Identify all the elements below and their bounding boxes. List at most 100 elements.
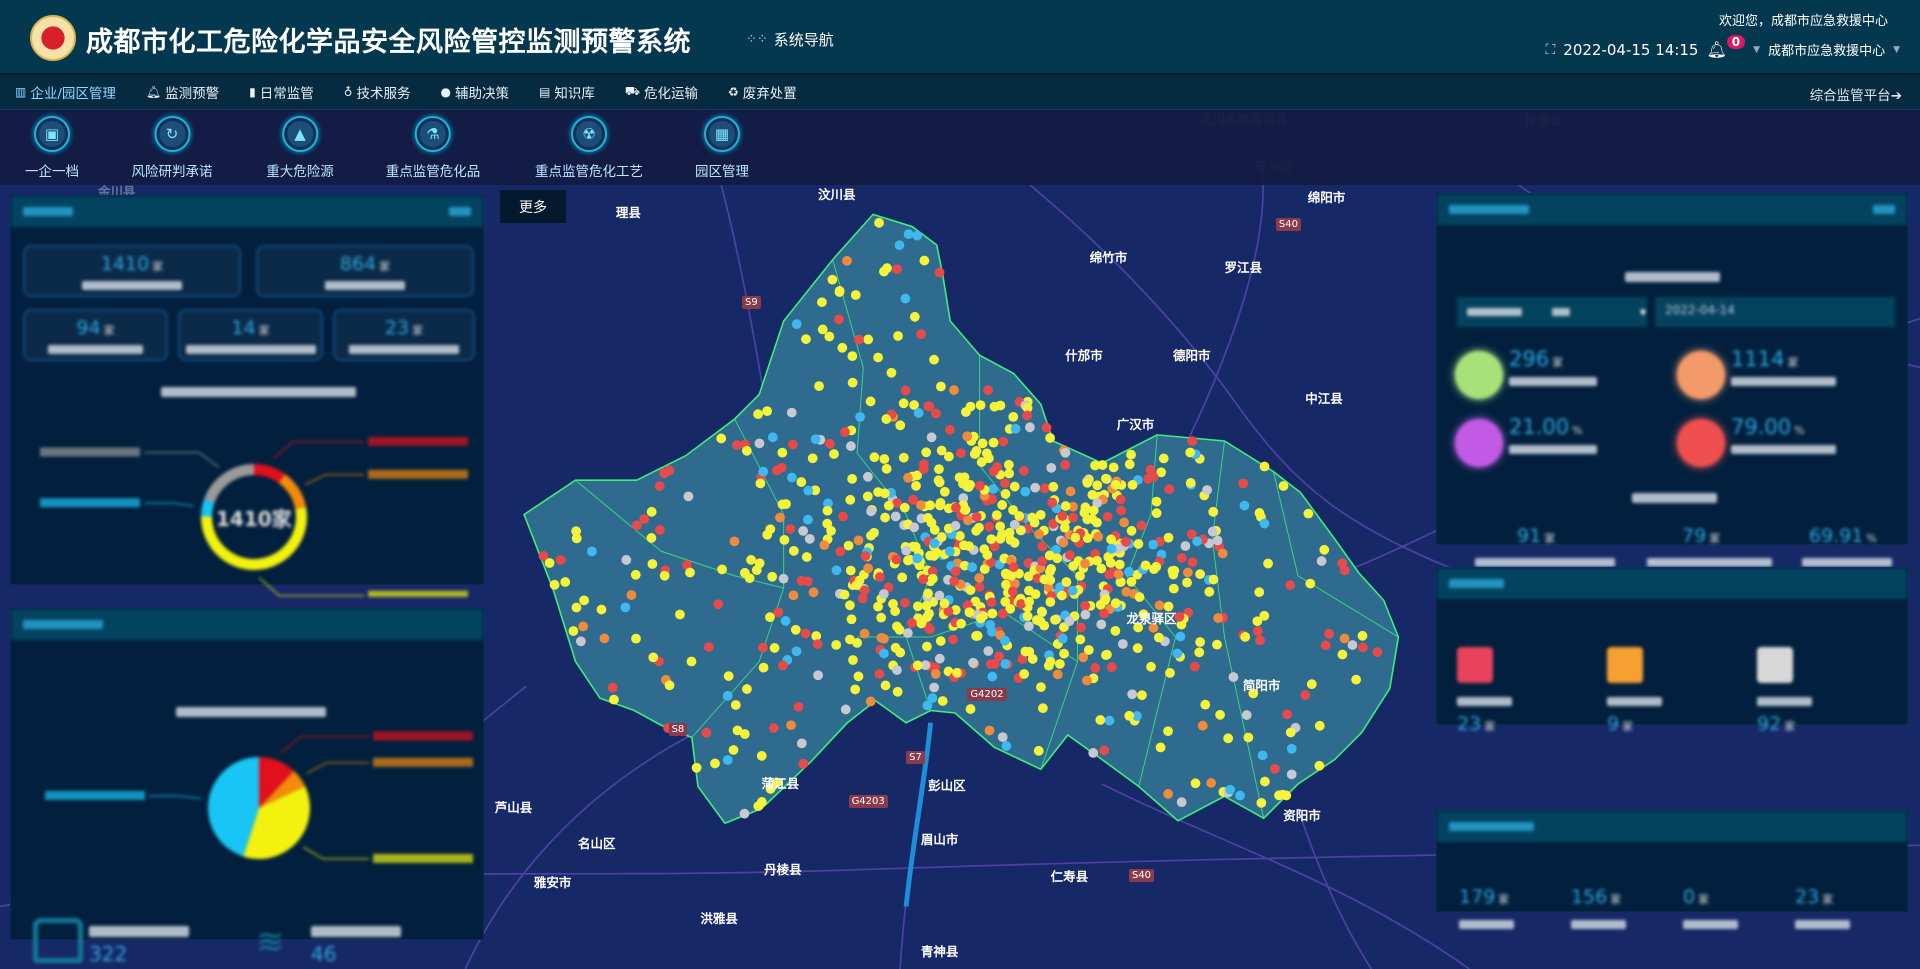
enterprise-marker[interactable] xyxy=(810,485,821,496)
enterprise-marker[interactable] xyxy=(773,607,784,618)
enterprise-marker[interactable] xyxy=(926,432,937,443)
enterprise-marker[interactable] xyxy=(1124,459,1135,470)
enterprise-marker[interactable] xyxy=(1372,647,1383,658)
enterprise-marker[interactable] xyxy=(1151,561,1162,572)
enterprise-marker[interactable] xyxy=(1176,619,1187,630)
enterprise-marker[interactable] xyxy=(883,500,894,511)
enterprise-marker[interactable] xyxy=(1212,639,1222,650)
stat-box[interactable]: 14 家 xyxy=(178,309,323,361)
enterprise-marker[interactable] xyxy=(1124,710,1135,721)
enterprise-marker[interactable] xyxy=(1274,790,1284,801)
enterprise-marker[interactable] xyxy=(1088,505,1099,516)
enterprise-marker[interactable] xyxy=(549,579,560,590)
enterprise-marker[interactable] xyxy=(898,452,909,463)
enterprise-marker[interactable] xyxy=(778,573,789,584)
enterprise-marker[interactable] xyxy=(930,668,941,679)
stat-box[interactable]: 864 家 xyxy=(256,245,474,297)
enterprise-marker[interactable] xyxy=(1046,462,1057,473)
enterprise-marker[interactable] xyxy=(1090,662,1101,673)
enterprise-marker[interactable] xyxy=(767,432,778,443)
enterprise-marker[interactable] xyxy=(646,506,657,517)
enterprise-marker[interactable] xyxy=(1099,745,1110,756)
enterprise-marker[interactable] xyxy=(739,808,750,819)
enterprise-marker[interactable] xyxy=(1176,797,1187,808)
enterprise-marker[interactable] xyxy=(780,615,791,626)
enterprise-marker[interactable] xyxy=(778,660,788,671)
enterprise-marker[interactable] xyxy=(796,738,807,749)
enterprise-marker[interactable] xyxy=(1121,536,1131,547)
enterprise-marker[interactable] xyxy=(924,608,934,619)
enterprise-marker[interactable] xyxy=(893,331,903,341)
enterprise-marker[interactable] xyxy=(1030,482,1041,493)
enterprise-marker[interactable] xyxy=(1189,661,1200,672)
enterprise-marker[interactable] xyxy=(934,464,944,475)
enterprise-marker[interactable] xyxy=(853,535,864,546)
enterprise-marker[interactable] xyxy=(703,642,714,652)
enterprise-marker[interactable] xyxy=(862,491,873,502)
enterprise-marker[interactable] xyxy=(1022,611,1033,622)
enterprise-marker[interactable] xyxy=(1113,569,1124,580)
enterprise-marker[interactable] xyxy=(859,585,870,596)
enterprise-marker[interactable] xyxy=(1010,423,1021,434)
enterprise-marker[interactable] xyxy=(791,646,802,657)
enterprise-marker[interactable] xyxy=(989,401,1000,412)
enterprise-marker[interactable] xyxy=(964,541,974,552)
enterprise-marker[interactable] xyxy=(804,533,815,544)
enterprise-marker[interactable] xyxy=(921,600,932,611)
enterprise-marker[interactable] xyxy=(1163,726,1173,737)
enterprise-marker[interactable] xyxy=(1082,533,1093,544)
enterprise-marker[interactable] xyxy=(892,264,902,275)
enterprise-marker[interactable] xyxy=(823,498,833,509)
enterprise-marker[interactable] xyxy=(620,602,631,613)
enterprise-marker[interactable] xyxy=(1104,715,1115,726)
enterprise-marker[interactable] xyxy=(1100,594,1111,604)
enterprise-marker[interactable] xyxy=(971,525,982,536)
enterprise-marker[interactable] xyxy=(1009,519,1020,530)
enterprise-marker[interactable] xyxy=(988,437,999,448)
enterprise-marker[interactable] xyxy=(768,723,779,733)
enterprise-marker[interactable] xyxy=(1024,585,1034,596)
enterprise-marker[interactable] xyxy=(654,525,665,535)
enterprise-marker[interactable] xyxy=(1117,639,1128,649)
enterprise-marker[interactable] xyxy=(758,466,769,477)
enterprise-marker[interactable] xyxy=(1036,682,1046,693)
enterprise-marker[interactable] xyxy=(1019,465,1029,476)
enterprise-marker[interactable] xyxy=(920,660,931,671)
enterprise-marker[interactable] xyxy=(976,457,987,467)
enterprise-marker[interactable] xyxy=(1126,449,1136,460)
enterprise-marker[interactable] xyxy=(974,480,985,491)
enterprise-marker[interactable] xyxy=(808,587,819,598)
enterprise-marker[interactable] xyxy=(713,599,724,610)
enterprise-marker[interactable] xyxy=(555,555,566,565)
enterprise-marker[interactable] xyxy=(848,655,858,665)
enterprise-marker[interactable] xyxy=(717,564,727,575)
enterprise-marker[interactable] xyxy=(647,559,658,569)
enterprise-marker[interactable] xyxy=(1187,557,1198,568)
nav-item[interactable]: ⛟ 危化运输 xyxy=(625,82,698,102)
enterprise-marker[interactable] xyxy=(1133,539,1144,549)
enterprise-marker[interactable] xyxy=(873,352,883,363)
enterprise-marker[interactable] xyxy=(1039,574,1050,585)
enterprise-marker[interactable] xyxy=(1137,690,1147,701)
enterprise-marker[interactable] xyxy=(775,512,785,523)
enterprise-marker[interactable] xyxy=(995,521,1006,532)
enterprise-marker[interactable] xyxy=(943,606,954,617)
enterprise-marker[interactable] xyxy=(950,566,961,577)
enterprise-marker[interactable] xyxy=(846,614,857,625)
enterprise-marker[interactable] xyxy=(916,500,926,511)
enterprise-marker[interactable] xyxy=(742,684,752,694)
enterprise-marker[interactable] xyxy=(723,671,734,681)
enterprise-marker[interactable] xyxy=(1223,733,1234,744)
enterprise-marker[interactable] xyxy=(900,597,910,608)
enterprise-marker[interactable] xyxy=(878,589,889,599)
enterprise-marker[interactable] xyxy=(854,575,865,586)
enterprise-marker[interactable] xyxy=(895,420,906,431)
enterprise-marker[interactable] xyxy=(1055,659,1065,669)
enterprise-marker[interactable] xyxy=(786,720,796,731)
enterprise-marker[interactable] xyxy=(923,588,933,599)
enterprise-marker[interactable] xyxy=(753,409,763,420)
enterprise-marker[interactable] xyxy=(568,626,579,636)
fullscreen-icon[interactable]: ⛶ xyxy=(1545,41,1556,58)
enterprise-marker[interactable] xyxy=(1145,464,1156,475)
enterprise-marker[interactable] xyxy=(1057,510,1068,521)
